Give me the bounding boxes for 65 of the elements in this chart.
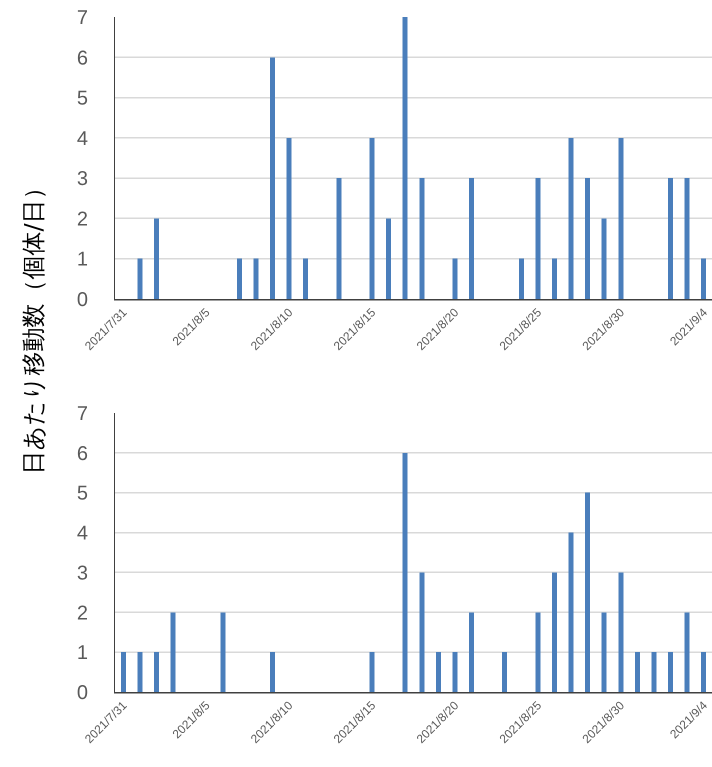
bar [469,178,474,299]
bar [419,572,424,692]
bar [270,57,276,299]
bar [535,612,540,692]
y-tick-label: 3 [76,168,88,190]
bar [303,258,308,299]
bar [236,258,242,299]
bar [585,492,590,692]
bar [419,178,424,299]
bar [154,218,159,299]
bar [402,452,408,692]
bar [684,612,690,692]
bar [137,258,142,299]
y-tick-label: 2 [76,208,88,230]
y-axis-title: 日あたり移動数（個体/日） [19,175,49,475]
bar [552,258,557,299]
bar [370,138,375,299]
y-tick-label: 4 [76,522,88,545]
y-tick-label: 7 [76,7,88,29]
y-tick-label: 0 [76,289,88,311]
bar [552,572,557,692]
bar [336,178,342,299]
y-tick-label: 1 [76,642,88,664]
bar [469,612,474,692]
bar [253,258,258,299]
y-tick-label: 0 [76,682,88,704]
bar [154,652,159,692]
bar [602,218,607,299]
bar [170,612,176,692]
y-tick-label: 6 [76,47,88,70]
bar [602,612,607,692]
bar [452,258,458,299]
y-tick-label: 2 [76,602,88,624]
bar [518,258,524,299]
bar [502,652,508,692]
y-tick-label: 5 [76,482,88,505]
bar [701,652,706,692]
bar [137,652,142,692]
y-tick-label: 7 [76,403,88,425]
bar [386,218,392,299]
bar [286,138,292,299]
bar [452,652,458,692]
bar [618,572,624,692]
bar [618,138,624,299]
bar [568,138,574,299]
bar [701,258,706,299]
bar [220,612,226,692]
y-tick-label: 6 [76,442,88,465]
bar [668,652,674,692]
bar [402,17,408,299]
bar [120,652,126,692]
y-tick-label: 4 [76,128,88,150]
bar [684,178,690,299]
y-tick-label: 1 [76,248,88,271]
bar [535,178,540,299]
bar [270,652,276,692]
bar [585,178,590,299]
bar [568,532,574,692]
bar [668,178,674,299]
bar [370,652,375,692]
bar [436,652,441,692]
bar [634,652,640,692]
bar [651,652,656,692]
y-tick-label: 5 [76,88,88,110]
y-tick-label: 3 [76,562,88,584]
